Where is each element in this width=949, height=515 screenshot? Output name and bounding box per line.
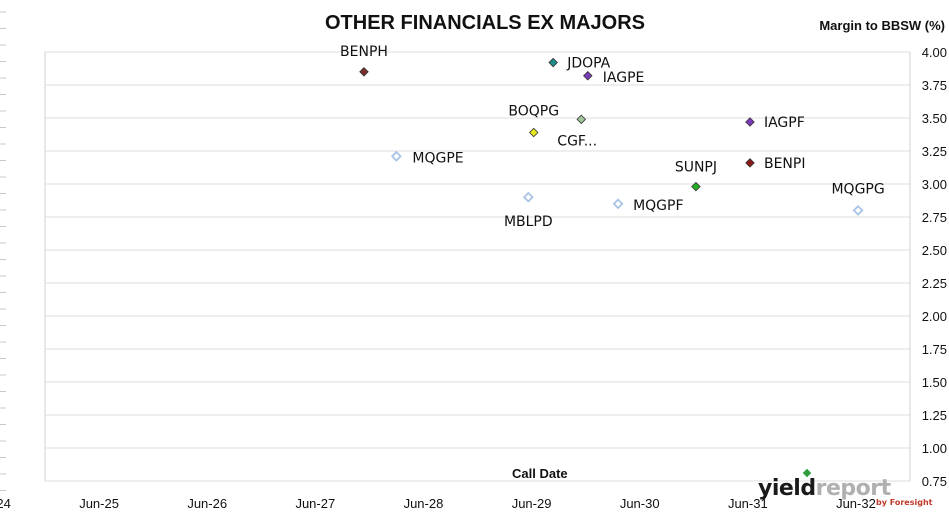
data-point-iagpf xyxy=(745,117,755,127)
data-label: MQGPF xyxy=(633,198,683,214)
logo-text-report: report xyxy=(815,476,892,501)
y-tick-label: 1.25 xyxy=(922,408,947,423)
data-label: CGF... xyxy=(557,133,597,149)
data-label: BENPH xyxy=(340,44,388,60)
x-tick-label: Jun-25 xyxy=(79,496,119,511)
x-tick-label: Jun-26 xyxy=(187,496,227,511)
x-tick-label: Jun-30 xyxy=(620,496,660,511)
y-tick-label: 2.50 xyxy=(922,243,947,258)
data-point-jdopa xyxy=(548,57,558,68)
data-point-iagpe xyxy=(583,70,593,81)
data-point-boqpg xyxy=(528,127,539,138)
y-tick-label: 1.75 xyxy=(922,342,947,357)
data-label: BENPI xyxy=(764,156,806,172)
data-label: MQGPE xyxy=(412,150,463,166)
y-tick-label: 2.25 xyxy=(922,276,947,291)
data-label: BOQPG xyxy=(508,104,559,120)
data-point-benpi xyxy=(745,158,755,168)
x-tick-label: Jun-31 xyxy=(728,496,768,511)
data-point-cgf xyxy=(576,114,587,125)
data-point-mblpd xyxy=(522,191,534,203)
data-point-sunpj xyxy=(691,181,701,192)
x-axis-label: Call Date xyxy=(512,466,568,481)
y-tick-label: 2.00 xyxy=(922,309,947,324)
data-point-mqgpg xyxy=(852,204,864,216)
x-tick-label: Jun-28 xyxy=(404,496,444,511)
x-tick-label: Jun-32 xyxy=(836,496,876,511)
y-tick-label: 4.00 xyxy=(922,45,947,60)
y-tick-label: 2.75 xyxy=(922,210,947,225)
logo-byline: by Foresight xyxy=(876,498,933,507)
y-tick-label: 3.75 xyxy=(922,78,947,93)
data-point-mqgpf xyxy=(612,198,624,210)
x-tick-label: Jun-27 xyxy=(295,496,335,511)
x-tick-label: Jun-24 xyxy=(0,496,11,511)
data-label: MBLPD xyxy=(504,214,553,230)
y-tick-label: 1.50 xyxy=(922,375,947,390)
y-tick-label: 3.00 xyxy=(922,177,947,192)
logo-text-yield: yield xyxy=(758,476,816,501)
data-point-mqgpe xyxy=(390,150,402,162)
data-label: IAGPF xyxy=(764,115,805,131)
data-label: JDOPA xyxy=(566,56,610,72)
y-tick-label: 1.00 xyxy=(922,441,947,456)
data-label: IAGPE xyxy=(603,70,645,86)
y-tick-label: 0.75 xyxy=(922,474,947,489)
chart-title: OTHER FINANCIALS EX MAJORS xyxy=(324,12,646,34)
yieldreport-logo: yieldreport by Foresight xyxy=(758,468,932,507)
y-tick-label: 3.25 xyxy=(922,144,947,159)
data-point-benph xyxy=(359,67,369,77)
x-tick-label: Jun-29 xyxy=(512,496,552,511)
y-tick-label: 3.50 xyxy=(922,111,947,126)
y-axis-label: Margin to BBSW (%) xyxy=(819,18,945,33)
data-label: MQGPG xyxy=(831,181,884,197)
data-label: SUNPJ xyxy=(675,160,717,176)
